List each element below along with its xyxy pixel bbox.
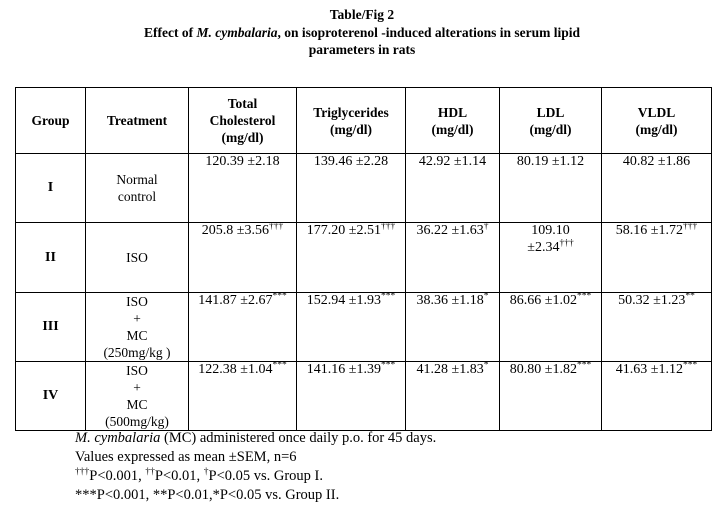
cell-value: 120.39 ±2.18 <box>205 154 280 170</box>
group-cell: II <box>15 222 86 293</box>
significance-marker: *** <box>272 292 287 302</box>
value-cell-ldl: 80.80 ±1.82*** <box>499 361 602 431</box>
significance-marker: *** <box>576 361 592 371</box>
cell-value: 141.16 ±1.39 <box>306 362 381 378</box>
value-cell-total-cholesterol: 120.39 ±2.18 <box>188 153 297 223</box>
value-cell-ldl: 109.10 ±2.34††† <box>499 222 602 293</box>
table-caption-line1: Effect of M. cymbalaria, on isoprotereno… <box>0 24 724 42</box>
cell-value: 38.36 ±1.18 <box>416 293 484 309</box>
footnotes: M. cymbalaria (MC) administered once dai… <box>75 429 436 505</box>
table-row-group-II: II ISO 205.8 ±3.56††† 177.20 ±2.51††† 36… <box>15 222 712 293</box>
significance-marker: * <box>483 361 489 371</box>
table-number: Table/Fig 2 <box>329 7 395 22</box>
significance-marker: ††† <box>268 222 284 232</box>
significance-marker: *** <box>380 292 396 302</box>
significance-marker: *** <box>576 292 592 302</box>
column-header-treatment: Treatment <box>85 87 189 154</box>
dagger-marker: †† <box>145 467 155 478</box>
cell-value: 86.66 ±1.02 <box>509 293 577 309</box>
value-cell-triglycerides: 152.94 ±1.93*** <box>296 292 406 362</box>
significance-marker: ††† <box>682 222 698 232</box>
note-dosing: M. cymbalaria (MC) administered once dai… <box>75 430 437 446</box>
value-cell-total-cholesterol: 122.38 ±1.04*** <box>188 361 297 431</box>
cell-value: 41.28 ±1.83 <box>416 362 484 378</box>
column-header-vldl: VLDL (mg/dl) <box>601 87 712 154</box>
note-group2-significance: ***P<0.001, **P<0.01,*P<0.05 vs. Group I… <box>75 487 340 503</box>
cell-value: 50.32 ±1.23 <box>618 293 686 309</box>
cell-value: 80.80 ±1.82 <box>509 362 577 378</box>
column-header-ldl: LDL (mg/dl) <box>499 87 602 154</box>
caption-suffix: , on isoproterenol -induced alterations … <box>277 24 580 40</box>
significance-marker: † <box>483 222 489 232</box>
table-row-group-I: I Normal control 120.39 ±2.18 139.46 ±2.… <box>15 153 712 223</box>
cell-value: 122.38 ±1.04 <box>198 362 273 378</box>
cell-value: 42.92 ±1.14 <box>418 154 487 170</box>
treatment-cell: ISO <box>85 222 189 293</box>
significance-marker: *** <box>380 361 396 371</box>
group-cell: I <box>15 153 86 223</box>
value-cell-ldl: 80.19 ±1.12 <box>499 153 602 223</box>
caption-prefix: Effect of <box>143 24 197 40</box>
cell-value: 141.87 ±2.67 <box>198 293 273 309</box>
species-name: M. cymbalaria <box>75 430 161 446</box>
value-cell-total-cholesterol: 205.8 ±3.56††† <box>188 222 297 293</box>
value-cell-hdl: 41.28 ±1.83* <box>405 361 500 431</box>
note-group1-significance: †††P<0.001, ††P<0.01, †P<0.05 vs. Group … <box>75 467 324 484</box>
value-cell-hdl: 38.36 ±1.18* <box>405 292 500 362</box>
treatment-cell: ISO + MC (500mg/kg) <box>85 361 189 431</box>
table-row-group-III: III ISO + MC (250mg/kg ) 141.87 ±2.67***… <box>15 292 712 362</box>
group-cell: III <box>15 292 86 362</box>
cell-value: 41.63 ±1.12 <box>615 362 683 378</box>
value-cell-hdl: 36.22 ±1.63† <box>405 222 500 293</box>
note-sem: Values expressed as mean ±SEM, n=6 <box>75 449 297 465</box>
treatment-cell: Normal control <box>85 153 189 223</box>
group-cell: IV <box>15 361 86 431</box>
cell-value: 80.19 ±1.12 <box>516 154 585 170</box>
cell-value: 36.22 ±1.63 <box>416 223 484 239</box>
figure-title: Table/Fig 2 Effect of M. cymbalaria, on … <box>0 6 724 59</box>
value-cell-total-cholesterol: 141.87 ±2.67*** <box>188 292 297 362</box>
header-row: Group Treatment Total Cholesterol (mg/dl… <box>15 87 712 154</box>
cell-value: 205.8 ±3.56 <box>201 223 269 239</box>
treatment-cell: ISO + MC (250mg/kg ) <box>85 292 189 362</box>
significance-marker: *** <box>682 361 698 371</box>
lipid-parameters-table: Group Treatment Total Cholesterol (mg/dl… <box>15 87 712 431</box>
cell-value: 40.82 ±1.86 <box>622 154 691 170</box>
significance-marker: ††† <box>559 237 574 248</box>
value-cell-hdl: 42.92 ±1.14 <box>405 153 500 223</box>
column-header-total-cholesterol: Total Cholesterol (mg/dl) <box>188 87 297 154</box>
value-cell-ldl: 86.66 ±1.02*** <box>499 292 602 362</box>
value-cell-vldl: 50.32 ±1.23** <box>601 292 712 362</box>
value-cell-triglycerides: 177.20 ±2.51††† <box>296 222 406 293</box>
dagger-marker: † <box>203 467 209 478</box>
column-header-hdl: HDL (mg/dl) <box>405 87 500 154</box>
table-row-group-IV: IV ISO + MC (500mg/kg) 122.38 ±1.04*** 1… <box>15 361 712 431</box>
cell-value: 58.16 ±1.72 <box>615 223 683 239</box>
significance-marker: *** <box>272 361 287 371</box>
value-cell-vldl: 58.16 ±1.72††† <box>601 222 712 293</box>
value-cell-triglycerides: 141.16 ±1.39*** <box>296 361 406 431</box>
value-cell-vldl: 41.63 ±1.12*** <box>601 361 712 431</box>
cell-value: 139.46 ±2.28 <box>313 154 389 170</box>
significance-marker: * <box>483 292 489 302</box>
significance-marker: ** <box>685 292 695 302</box>
dagger-marker: ††† <box>75 467 90 478</box>
value-cell-triglycerides: 139.46 ±2.28 <box>296 153 406 223</box>
significance-marker: ††† <box>380 222 396 232</box>
cell-value: 109.10 ±2.34 <box>527 223 570 255</box>
column-header-triglycerides: Triglycerides (mg/dl) <box>296 87 406 154</box>
cell-value: 177.20 ±2.51 <box>306 223 381 239</box>
value-cell-vldl: 40.82 ±1.86 <box>601 153 712 223</box>
cell-value: 152.94 ±1.93 <box>306 293 381 309</box>
column-header-group: Group <box>15 87 86 154</box>
table-caption-line2: parameters in rats <box>308 42 416 57</box>
species-name: M. cymbalaria <box>196 24 278 40</box>
